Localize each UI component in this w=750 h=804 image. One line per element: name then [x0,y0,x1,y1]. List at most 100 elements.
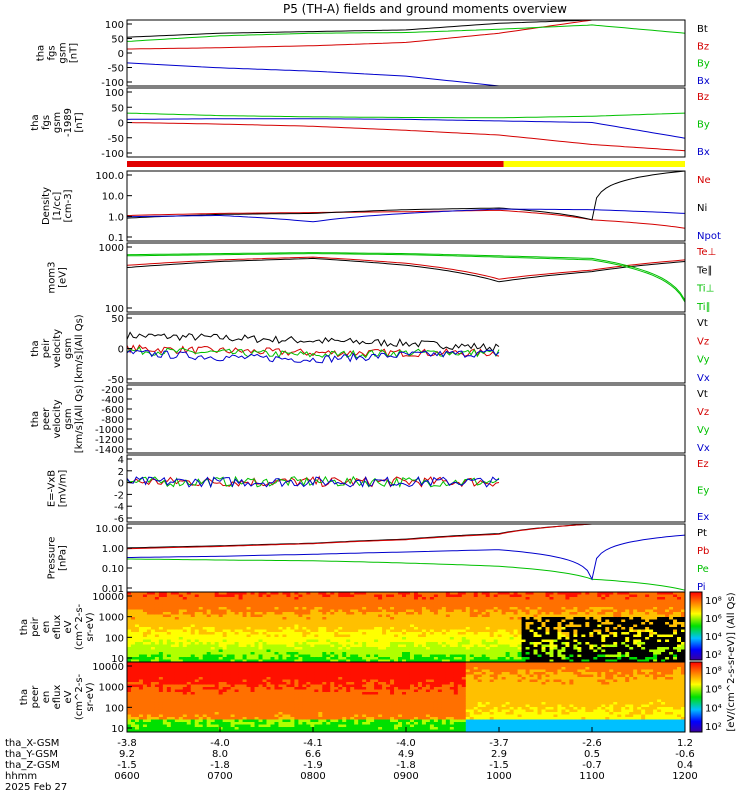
y-label-pressure: Pressure[nPa] [47,537,69,580]
y-ticks-peer-velocity: -200-400-600-800-1000-1200-1400 [95,385,132,456]
y-label-line: sr-eV) [85,682,96,711]
y-tick-label: 1000 [99,613,124,624]
y-tick-label: 100 [105,633,124,644]
legend-item: Te⊥ [696,247,716,258]
axis-tick-label: -1.8 [396,760,416,771]
axis-tick-label: 0700 [207,771,232,782]
axis-tick-label: 0800 [300,771,325,782]
y-label-temperature: mom3[eV] [47,262,69,294]
series-Bz [127,20,685,49]
legend-item: Bx [697,76,710,87]
colorbar-tick: 10⁸ [705,666,722,677]
page-title: P5 (TH-A) fields and ground moments over… [283,2,567,16]
y-label-line: tha [36,45,47,61]
y-label-line: fgs [47,45,58,60]
y-tick-label: 2 [118,467,124,478]
y-label-line: [km/s](All Qs) [74,314,85,382]
legend-item: Ni [697,203,707,214]
series-Bz [127,123,685,151]
y-tick-label: -100 [101,149,124,160]
series-Ti⊥ [127,253,685,301]
y-tick-label: 1000 [99,243,124,254]
colorbar-label: [eV/(cm^2-s-sr-eV)] (All Qs) [726,592,737,731]
axis-tick-label: 1.2 [677,738,693,749]
y-label-line: peir [41,338,52,358]
axis-row-label: hhmm [5,771,37,782]
y-label-line: [mV/m] [58,470,69,508]
y-label-line: eflux [52,685,63,710]
y-label-line: [cm-3] [63,189,74,222]
series-Bx [127,119,685,139]
series-Pe [127,559,685,590]
mode-bar [127,161,685,167]
y-tick-label: 100.0 [95,171,124,182]
y-tick-label: -4 [114,502,124,513]
colorbar-scale [690,662,702,732]
legend-item: Pt [697,528,707,539]
axis-tick-label: -4.1 [303,738,323,749]
colorbar-tick: 10⁴ [705,703,722,714]
y-label-line: [km/s](All Qs) [74,385,85,453]
y-tick-label: 50 [111,103,124,114]
axis-row-label: tha_Z-GSM [5,760,60,771]
y-label-efield: E=-VxB[mV/m] [47,470,69,508]
y-label-line: (cm^2-s- [74,603,85,650]
y-label-line: gsm [52,112,63,133]
axis-tick-label: -4.0 [396,738,416,749]
axis-row-label: tha_Y-GSM [5,749,58,760]
colorbar-scale [690,592,702,660]
colorbar: 10⁸10⁶10⁴10²10⁸10⁶10⁴10²[eV/(cm^2-s-sr-e… [690,592,737,733]
mode-bar-segment [127,161,504,167]
series-Npot [127,209,685,222]
axis-tick-label: -1.9 [303,760,323,771]
legend-item: Pb [697,546,709,557]
legend-item: Te∥ [696,265,713,276]
y-label-line: (cm^2-s- [74,673,85,720]
y-label-line: gsm [63,338,74,359]
axis-tick-label: 0600 [114,771,139,782]
series-Ni [127,171,685,220]
y-label-line: gsm [58,42,69,63]
y-label-line: eV [63,620,74,633]
y-tick-label: -50 [108,64,124,75]
axis-tick-label: -3.8 [117,738,137,749]
axis-tick-label: -1.5 [489,760,509,771]
legend-item: Ey [697,486,709,497]
axis-tick-label: -1.8 [210,760,230,771]
axis-tick-label: 1000 [486,771,511,782]
spectrogram-peer-eflux [127,662,685,732]
y-label-line: [nT] [74,112,85,132]
y-label-line: peer [30,685,41,709]
y-tick-label: 50 [111,314,124,325]
series-Vx [127,350,499,363]
axis-tick-label: 6.6 [305,749,321,760]
axis-tick-label: -3.7 [489,738,509,749]
legend-temperature: Te⊥Te∥Ti⊥Ti∥ [696,247,716,313]
legend-item: Npot [697,231,721,242]
legend-item: By [697,120,710,131]
y-tick-label: 10000 [92,662,124,673]
y-label-line: tha [30,411,41,427]
y-tick-label: 10000 [92,592,124,603]
y-tick-label: 0 [118,49,124,60]
series-Bx [127,63,685,86]
y-label-line: en [41,691,52,704]
axis-tick-label: 4.9 [398,749,414,760]
legend-item: Vx [697,373,710,384]
y-label-line: tha [30,114,41,130]
